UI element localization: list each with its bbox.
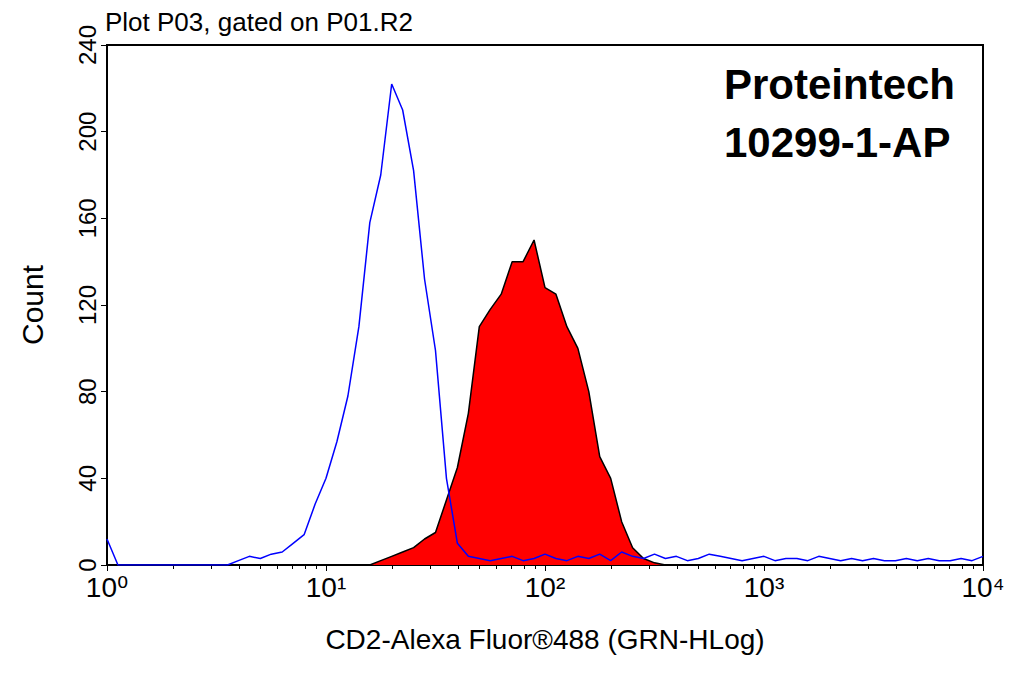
svg-text:Proteintech: Proteintech — [724, 61, 955, 108]
svg-text:10³: 10³ — [744, 572, 784, 603]
svg-text:10⁰: 10⁰ — [86, 572, 128, 603]
svg-text:240: 240 — [74, 25, 101, 65]
svg-text:200: 200 — [74, 112, 101, 152]
svg-text:Count: Count — [16, 264, 49, 345]
svg-text:CD2-Alexa Fluor®488 (GRN-HLog): CD2-Alexa Fluor®488 (GRN-HLog) — [325, 624, 764, 655]
svg-text:10²: 10² — [525, 572, 565, 603]
svg-text:160: 160 — [74, 198, 101, 238]
svg-text:40: 40 — [74, 465, 101, 492]
svg-text:10¹: 10¹ — [306, 572, 346, 603]
svg-text:10⁴: 10⁴ — [961, 572, 1004, 603]
svg-text:120: 120 — [74, 285, 101, 325]
svg-text:10299-1-AP: 10299-1-AP — [724, 119, 950, 166]
svg-text:0: 0 — [74, 558, 101, 571]
svg-text:Plot P03, gated on P01.R2: Plot P03, gated on P01.R2 — [105, 7, 413, 37]
svg-text:80: 80 — [74, 378, 101, 405]
